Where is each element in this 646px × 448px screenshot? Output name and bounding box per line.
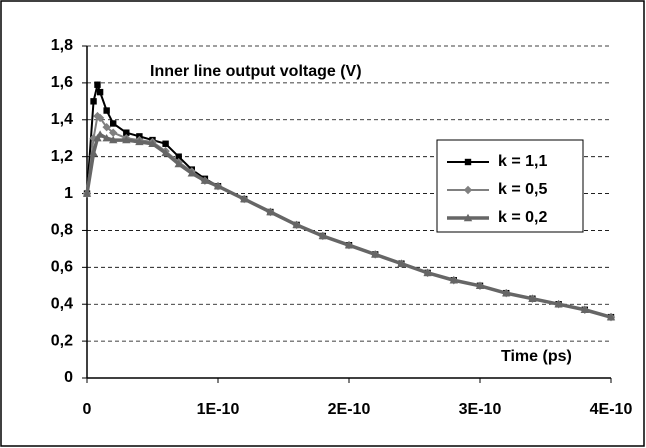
legend-label: k = 0,2	[498, 209, 547, 226]
marker	[528, 294, 537, 302]
legend-label: k = 0,5	[498, 181, 547, 198]
marker	[175, 153, 182, 160]
marker	[187, 169, 196, 177]
marker	[109, 135, 118, 144]
marker	[397, 259, 406, 267]
marker	[103, 107, 110, 114]
y-tick-label: 1	[64, 185, 73, 202]
x-tick-label: 1E-10	[197, 401, 240, 418]
marker	[554, 300, 563, 308]
x-tick-label: 2E-10	[328, 401, 371, 418]
marker	[423, 268, 432, 277]
marker	[102, 134, 111, 142]
x-tick-label: 3E-10	[459, 401, 502, 418]
y-tick-label: 1,8	[51, 37, 73, 54]
marker	[122, 135, 131, 144]
marker	[102, 122, 111, 132]
y-tick-label: 0,6	[51, 259, 73, 276]
marker	[94, 81, 101, 88]
marker	[292, 220, 301, 229]
y-tick-label: 1,4	[51, 111, 73, 128]
marker	[475, 281, 485, 289]
marker	[213, 181, 223, 190]
y-tick-label: 0,4	[51, 295, 73, 312]
marker	[606, 312, 616, 321]
marker	[371, 250, 380, 258]
marker	[161, 148, 170, 157]
marker	[162, 140, 169, 147]
marker	[266, 207, 275, 216]
marker	[95, 113, 105, 123]
marker	[110, 120, 117, 127]
marker	[240, 194, 249, 203]
y-tick-label: 1,2	[51, 148, 73, 165]
legend: k = 1,1 k = 0,5 k = 0,2	[436, 139, 584, 233]
legend-marker	[463, 213, 473, 222]
chart-title: Inner line output voltage (V)	[150, 63, 362, 80]
marker	[174, 159, 183, 168]
x-tick-label: 0	[83, 401, 92, 418]
marker	[82, 189, 92, 197]
y-tick-label: 0,8	[51, 222, 73, 239]
marker	[200, 176, 210, 184]
marker	[89, 148, 98, 157]
marker	[123, 129, 130, 136]
x-tick-label: 4E-10	[590, 401, 633, 418]
legend-marker	[463, 185, 473, 195]
marker	[90, 98, 97, 105]
marker	[318, 231, 327, 240]
marker	[344, 241, 354, 249]
legend-label: k = 1,1	[498, 153, 547, 170]
marker	[580, 305, 589, 313]
marker	[96, 88, 104, 96]
legend-marker	[464, 158, 472, 166]
marker	[449, 276, 458, 284]
y-tick-label: 1,6	[51, 74, 73, 91]
marker	[95, 130, 105, 138]
y-tick-label: 0	[64, 369, 73, 386]
y-tick-label: 0,2	[51, 332, 73, 349]
x-axis-label: Time (ps)	[501, 348, 572, 365]
marker	[148, 139, 157, 147]
marker	[109, 128, 118, 137]
marker	[135, 137, 144, 146]
marker	[502, 288, 511, 297]
